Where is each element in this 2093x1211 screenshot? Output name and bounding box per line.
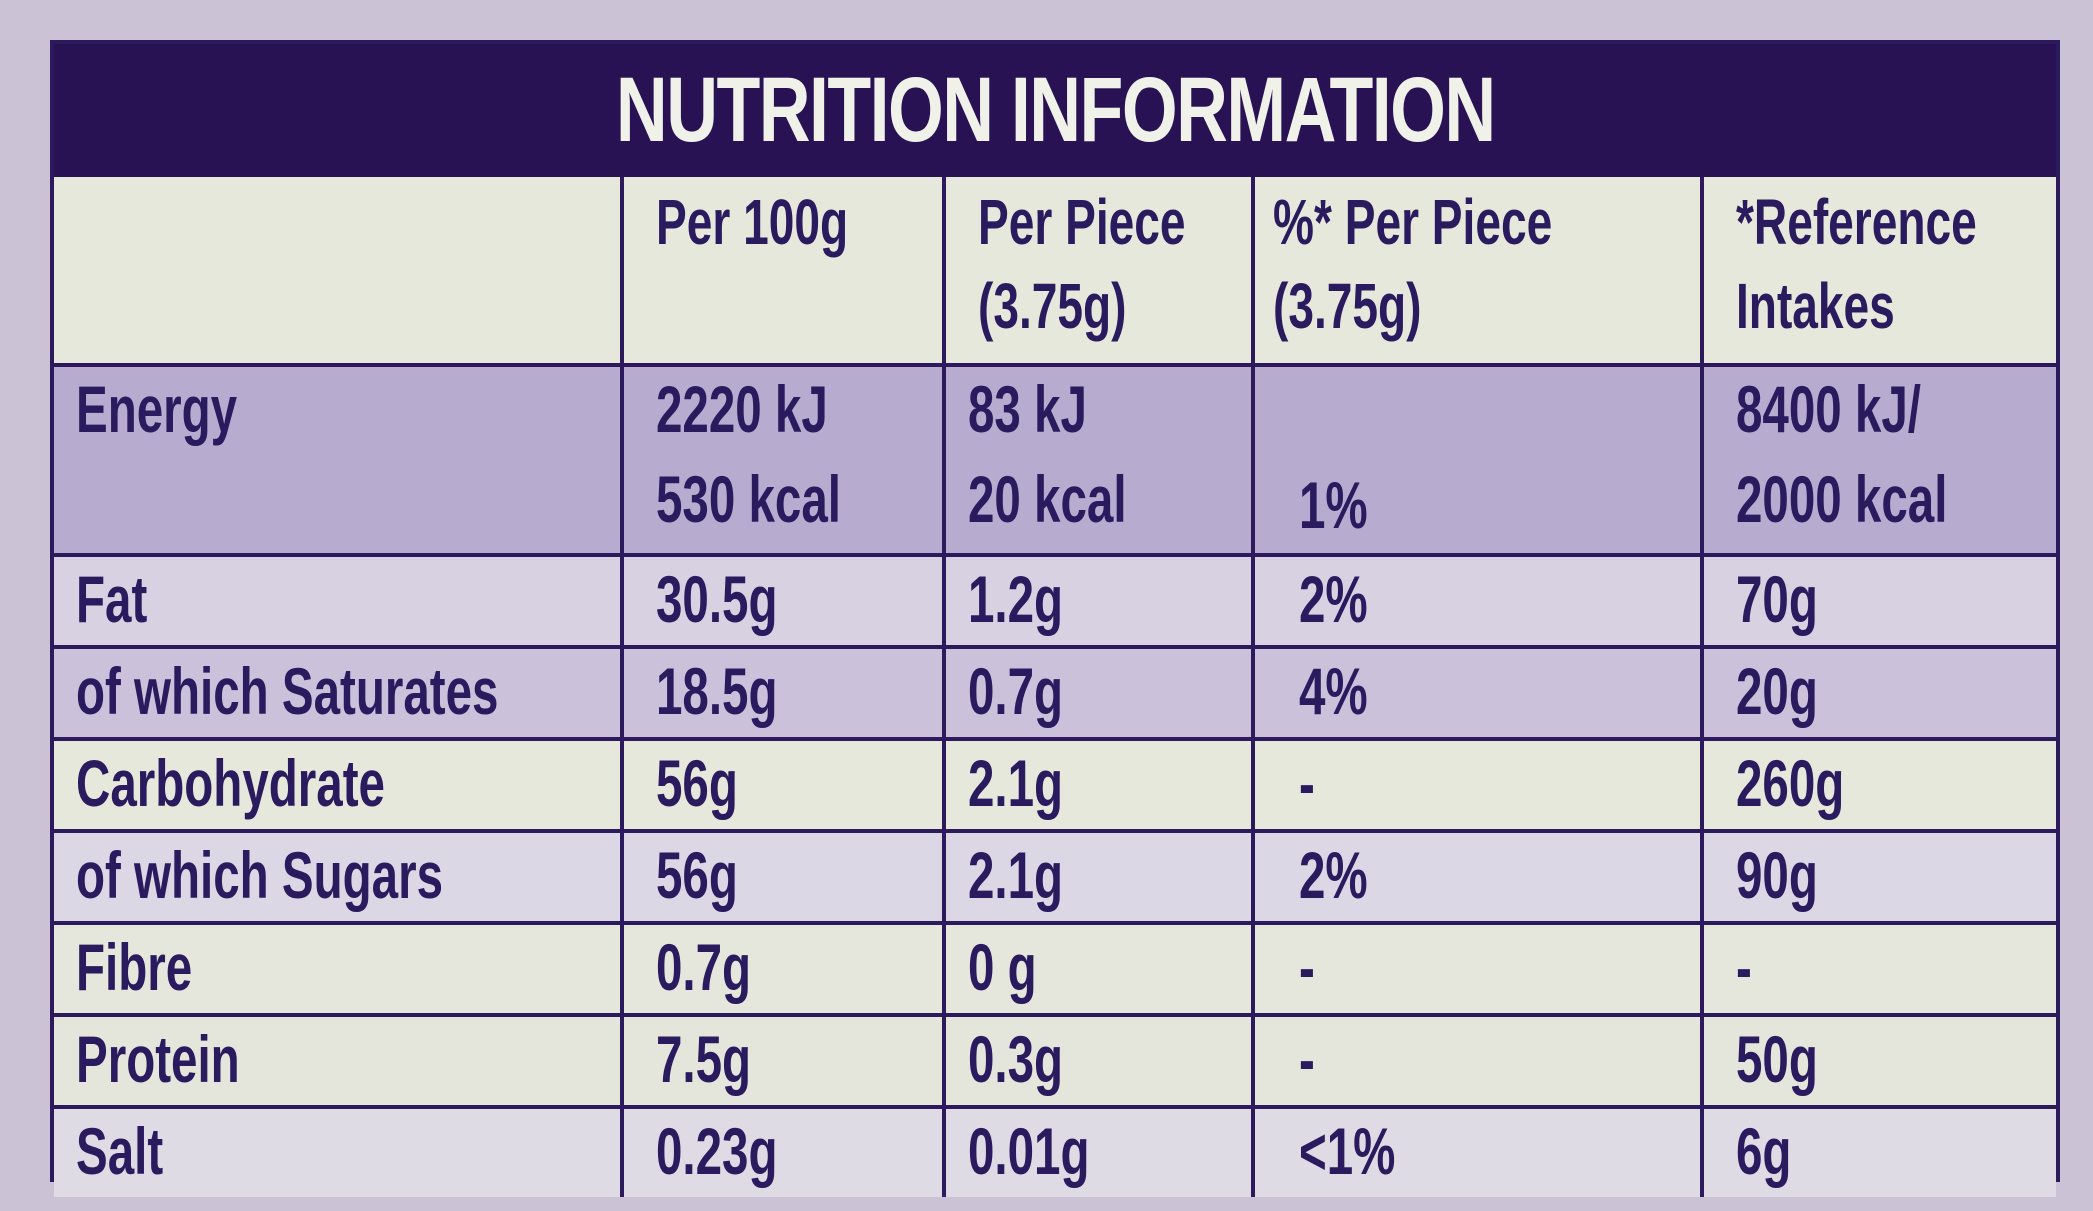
per-100g-value: 7.5g	[620, 1013, 946, 1109]
nutrient-label: Fat	[54, 553, 624, 649]
table-row-fibre: Fibre 0.7g 0 g - -	[54, 921, 2056, 1017]
nutrition-title: NUTRITION INFORMATION	[615, 59, 1496, 161]
nutrient-label: Protein	[54, 1013, 624, 1109]
reference-intake-value: 260g	[1700, 737, 2056, 833]
reference-intake-value: 20g	[1700, 645, 2056, 741]
header-nutrient	[54, 177, 624, 367]
per-piece-value: 83 kJ 20 kcal	[942, 365, 1255, 557]
reference-intake-value: 70g	[1700, 553, 2056, 649]
table-row-protein: Protein 7.5g 0.3g - 50g	[54, 1013, 2056, 1109]
per-piece-value: 2.1g	[942, 829, 1255, 925]
per-100g-value: 18.5g	[620, 645, 946, 741]
per-100g-value: 56g	[620, 829, 946, 925]
per-piece-value: 0.01g	[942, 1105, 1255, 1197]
reference-intake-value: 6g	[1700, 1105, 2056, 1197]
per-100g-value: 0.23g	[620, 1105, 946, 1197]
header-percent-per-piece: %* Per Piece (3.75g)	[1251, 177, 1704, 367]
per-piece-value: 2.1g	[942, 737, 1255, 833]
nutrient-label: Salt	[54, 1105, 624, 1197]
per-piece-value: 0.3g	[942, 1013, 1255, 1109]
per-piece-value: 1.2g	[942, 553, 1255, 649]
percent-value: <1%	[1251, 1105, 1704, 1197]
reference-intake-value: -	[1700, 921, 2056, 1017]
nutrient-label: Energy	[54, 365, 624, 557]
reference-intake-value: 8400 kJ/ 2000 kcal	[1700, 365, 2056, 557]
nutrition-table: Per 100g Per Piece (3.75g) %* Per Piece …	[54, 177, 2056, 1197]
table-row-energy: Energy 2220 kJ 530 kcal 83 kJ 20 kcal 1%…	[54, 365, 2056, 557]
percent-value: -	[1251, 737, 1704, 833]
title-band: NUTRITION INFORMATION	[54, 44, 2056, 177]
per-piece-value: 0.7g	[942, 645, 1255, 741]
percent-value: 4%	[1251, 645, 1704, 741]
table-row-saturates: of which Saturates 18.5g 0.7g 4% 20g	[54, 645, 2056, 741]
nutrient-label: of which Sugars	[54, 829, 624, 925]
per-100g-value: 2220 kJ 530 kcal	[620, 365, 946, 557]
per-100g-value: 0.7g	[620, 921, 946, 1017]
table-row-salt: Salt 0.23g 0.01g <1% 6g	[54, 1105, 2056, 1197]
per-100g-value: 56g	[620, 737, 946, 833]
percent-value: 2%	[1251, 829, 1704, 925]
nutrient-label: of which Saturates	[54, 645, 624, 741]
per-piece-value: 0 g	[942, 921, 1255, 1017]
nutrition-label: NUTRITION INFORMATION Per 100g Per Piece…	[50, 40, 2060, 1197]
table-row-carbohydrate: Carbohydrate 56g 2.1g - 260g	[54, 737, 2056, 833]
nutrient-label: Carbohydrate	[54, 737, 624, 833]
reference-intake-value: 50g	[1700, 1013, 2056, 1109]
percent-value: -	[1251, 1013, 1704, 1109]
percent-value: 1%	[1251, 365, 1704, 557]
header-row: Per 100g Per Piece (3.75g) %* Per Piece …	[54, 177, 2056, 367]
per-100g-value: 30.5g	[620, 553, 946, 649]
table-row-fat: Fat 30.5g 1.2g 2% 70g	[54, 553, 2056, 649]
nutrient-label: Fibre	[54, 921, 624, 1017]
percent-value: 2%	[1251, 553, 1704, 649]
header-per-piece: Per Piece (3.75g)	[942, 177, 1255, 367]
table-row-sugars: of which Sugars 56g 2.1g 2% 90g	[54, 829, 2056, 925]
header-per-100g: Per 100g	[620, 177, 946, 367]
percent-value: -	[1251, 921, 1704, 1017]
header-reference-intakes: *Reference Intakes	[1700, 177, 2056, 367]
reference-intake-value: 90g	[1700, 829, 2056, 925]
